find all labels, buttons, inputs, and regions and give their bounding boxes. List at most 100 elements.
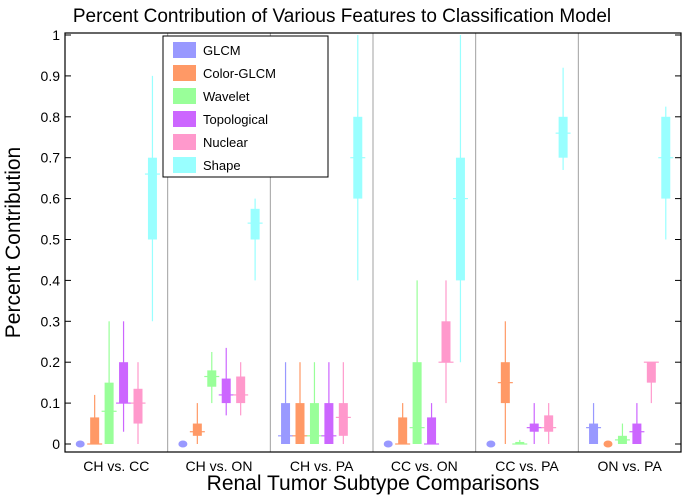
box-body [646, 362, 656, 383]
box-topological-5 [526, 403, 542, 444]
legend-label: Nuclear [203, 135, 248, 150]
box-body [558, 116, 568, 158]
x-tick-label: CH vs. CC [83, 458, 149, 474]
legend-label: Wavelet [203, 89, 250, 104]
box-marker [603, 440, 613, 448]
box-marker [383, 440, 393, 448]
y-tick-label: 0.9 [41, 68, 61, 84]
x-axis-label: Renal Tumor Subtype Comparisons [207, 472, 540, 495]
box-nuclear-1 [130, 362, 146, 444]
box-body [90, 417, 100, 444]
plot-area: 0 0.1 0.2 0.3 0.4 0.5 0.6 0.7 0.8 0.9 1 CH vs. CC CH… [41, 27, 682, 474]
legend-label: GLCM [203, 43, 241, 58]
legend: GLCM Color-GLCM Wavelet Topological Nuclear S… [162, 35, 329, 178]
x-tick-label: ON vs. PA [598, 458, 663, 474]
box-wavelet-1 [101, 321, 117, 444]
legend-swatch [173, 42, 196, 58]
box-body [119, 362, 129, 404]
y-tick-label: 0.2 [41, 354, 61, 370]
y-tick-label: 0.5 [41, 232, 61, 248]
box-body [309, 403, 319, 444]
y-tick-label: 0.6 [41, 191, 61, 207]
box-body [441, 321, 451, 363]
x-tick-label: CC vs. PA [495, 458, 559, 474]
box-body [632, 423, 642, 444]
box-body [515, 441, 525, 444]
x-tick-label: CH vs. PA [290, 458, 354, 474]
legend-swatch [173, 134, 196, 150]
legend-box [162, 35, 329, 178]
box-nuclear-6 [643, 361, 659, 404]
box-shape-2 [247, 198, 263, 281]
legend-swatch [173, 157, 196, 173]
box-glcm-6 [586, 403, 602, 444]
box-nuclear-2 [233, 362, 249, 416]
legend-label: Topological [203, 112, 268, 127]
box-topological-4 [424, 403, 440, 445]
box-body [147, 157, 157, 240]
legend-swatch [173, 88, 196, 104]
box-body [133, 388, 143, 424]
y-tick-label: 0.7 [41, 150, 61, 166]
box-topological-3 [321, 362, 337, 444]
y-tick-label: 0.3 [41, 313, 61, 329]
y-tick-label: 0.4 [41, 272, 61, 288]
box-wavelet-4 [409, 280, 425, 444]
box-wavelet-2 [204, 351, 220, 404]
box-body [589, 423, 599, 444]
legend-label: Shape [203, 158, 241, 173]
box-topological-1 [116, 321, 132, 432]
box-shape-5 [555, 67, 571, 170]
box-shape-3 [350, 35, 366, 281]
y-tick-label: 1 [52, 27, 60, 43]
legend-swatch [173, 65, 196, 81]
box-body [295, 403, 305, 444]
box-marker [486, 440, 496, 448]
box-glcm-4 [383, 440, 393, 448]
y-tick-label: 0 [52, 436, 60, 452]
box-body [281, 403, 291, 444]
box-topological-2 [218, 347, 234, 416]
box-body [427, 417, 437, 444]
box-color-glcm-1 [87, 394, 103, 445]
box-body [324, 403, 334, 444]
legend-label: Color-GLCM [203, 66, 276, 81]
box-glcm-1 [75, 440, 85, 448]
x-tick-label: CC vs. ON [391, 458, 458, 474]
box-nuclear-3 [335, 362, 351, 444]
box-color-glcm-3 [292, 362, 308, 444]
box-nuclear-4 [438, 280, 454, 404]
legend-swatch [173, 111, 196, 127]
box-shape-1 [144, 75, 160, 322]
box-body [236, 376, 246, 404]
box-nuclear-5 [541, 403, 557, 444]
x-tick-label: CH vs. ON [186, 458, 253, 474]
box-shape-6 [658, 106, 674, 240]
box-body [104, 382, 114, 444]
box-topological-6 [629, 403, 645, 444]
box-color-glcm-6 [603, 440, 613, 448]
box-marker [178, 440, 188, 448]
box-body [221, 378, 231, 404]
box-color-glcm-2 [189, 403, 205, 444]
box-body [192, 423, 202, 436]
plot-frame [64, 32, 682, 453]
box-glcm-5 [486, 440, 496, 448]
box-body [207, 370, 217, 387]
box-shape-4 [452, 35, 468, 363]
box-body [455, 157, 465, 281]
chart-title: Percent Contribution of Various Features… [73, 6, 611, 27]
box-body [544, 415, 554, 432]
box-glcm-3 [278, 362, 294, 444]
y-axis-label: Percent Contribution [2, 147, 25, 338]
box-body [250, 208, 260, 240]
box-color-glcm-4 [395, 403, 411, 445]
y-tick-label: 0.8 [41, 109, 61, 125]
box-glcm-2 [178, 440, 188, 448]
box-body [338, 403, 348, 436]
box-wavelet-6 [614, 423, 630, 444]
box-marker [75, 440, 85, 448]
box-body [398, 417, 408, 444]
box-color-glcm-5 [497, 321, 513, 444]
